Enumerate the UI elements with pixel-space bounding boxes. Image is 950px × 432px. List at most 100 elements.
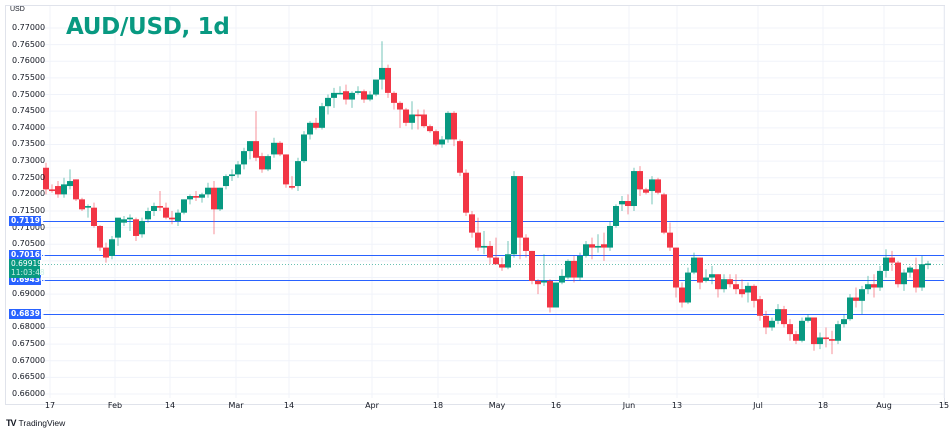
candle[interactable] — [703, 269, 709, 283]
candle[interactable] — [283, 154, 289, 188]
candle[interactable] — [829, 330, 835, 355]
candle[interactable] — [403, 107, 409, 127]
candle[interactable] — [589, 237, 595, 260]
candle[interactable] — [661, 192, 667, 235]
candle[interactable] — [913, 257, 919, 293]
candle[interactable] — [397, 101, 403, 128]
candle[interactable] — [67, 169, 73, 190]
candle[interactable] — [847, 294, 853, 321]
candle[interactable] — [391, 91, 397, 110]
candle[interactable] — [343, 84, 349, 105]
candle[interactable] — [673, 247, 679, 298]
candle[interactable] — [373, 79, 379, 97]
candle[interactable] — [625, 194, 631, 215]
candle[interactable] — [871, 274, 877, 298]
candle[interactable] — [607, 220, 613, 251]
candle[interactable] — [739, 279, 745, 298]
candle[interactable] — [385, 64, 391, 98]
candle[interactable] — [577, 252, 583, 281]
candle[interactable] — [487, 240, 493, 265]
candle[interactable] — [601, 232, 607, 261]
candle[interactable] — [553, 282, 559, 308]
candle[interactable] — [235, 161, 241, 178]
candle[interactable] — [865, 275, 871, 295]
candle[interactable] — [331, 87, 337, 108]
candle[interactable] — [151, 202, 157, 216]
candle[interactable] — [193, 191, 199, 202]
candle[interactable] — [439, 136, 445, 148]
candle[interactable] — [781, 305, 787, 328]
candle[interactable] — [73, 179, 79, 202]
candle[interactable] — [199, 192, 205, 203]
candle[interactable] — [493, 237, 499, 265]
candle[interactable] — [841, 314, 847, 328]
candle[interactable] — [637, 166, 643, 197]
candle[interactable] — [169, 211, 175, 225]
candle[interactable] — [277, 141, 283, 157]
candle[interactable] — [415, 109, 421, 130]
candle[interactable] — [853, 287, 859, 308]
candle[interactable] — [475, 217, 481, 251]
candle[interactable] — [295, 157, 301, 192]
candle[interactable] — [649, 176, 655, 205]
candle[interactable] — [925, 260, 931, 270]
candle[interactable] — [205, 182, 211, 198]
candle[interactable] — [97, 224, 103, 251]
candle[interactable] — [787, 319, 793, 341]
candle[interactable] — [469, 211, 475, 238]
candle[interactable] — [907, 265, 913, 278]
candle[interactable] — [349, 91, 355, 108]
candle[interactable] — [715, 274, 721, 298]
candle[interactable] — [85, 204, 91, 218]
candle[interactable] — [289, 176, 295, 190]
candle[interactable] — [697, 257, 703, 290]
candle[interactable] — [877, 265, 883, 291]
candle[interactable] — [793, 330, 799, 345]
candle[interactable] — [43, 162, 49, 195]
candle[interactable] — [481, 230, 487, 255]
candle[interactable] — [895, 260, 901, 288]
horizontal-line-price-label[interactable]: 0.71197 — [9, 216, 46, 226]
candle[interactable] — [775, 304, 781, 325]
candle[interactable] — [223, 174, 229, 190]
candle[interactable] — [355, 86, 361, 95]
candle[interactable] — [451, 111, 457, 147]
candle[interactable] — [613, 204, 619, 228]
candle[interactable] — [337, 86, 343, 95]
candle[interactable] — [145, 207, 151, 223]
candle[interactable] — [631, 167, 637, 211]
candle[interactable] — [427, 124, 433, 133]
candle[interactable] — [187, 194, 193, 205]
candle[interactable] — [691, 252, 697, 275]
candle[interactable] — [889, 250, 895, 271]
candle[interactable] — [535, 279, 541, 295]
candle[interactable] — [91, 202, 97, 228]
candle[interactable] — [259, 152, 265, 173]
candle[interactable] — [229, 169, 235, 182]
candle[interactable] — [547, 279, 553, 313]
candle[interactable] — [565, 259, 571, 280]
candle[interactable] — [181, 199, 187, 215]
candle[interactable] — [175, 209, 181, 226]
candle[interactable] — [727, 274, 733, 288]
candle[interactable] — [163, 202, 169, 220]
candle[interactable] — [559, 269, 565, 285]
candle[interactable] — [139, 217, 145, 238]
candle[interactable] — [499, 257, 505, 271]
candle[interactable] — [301, 131, 307, 163]
candle[interactable] — [433, 129, 439, 147]
candle[interactable] — [811, 317, 817, 351]
candle[interactable] — [247, 141, 253, 160]
candle[interactable] — [751, 284, 757, 308]
candle[interactable] — [367, 91, 373, 102]
candle[interactable] — [517, 176, 523, 260]
horizontal-line-price-label[interactable]: 0.69436 — [9, 275, 46, 285]
candle[interactable] — [685, 267, 691, 305]
horizontal-line-price-label[interactable]: 0.68391 — [9, 309, 46, 319]
candle[interactable] — [241, 147, 247, 170]
candle[interactable] — [409, 101, 415, 130]
candle[interactable] — [823, 327, 829, 348]
candle[interactable] — [361, 89, 367, 103]
candle[interactable] — [799, 317, 805, 343]
